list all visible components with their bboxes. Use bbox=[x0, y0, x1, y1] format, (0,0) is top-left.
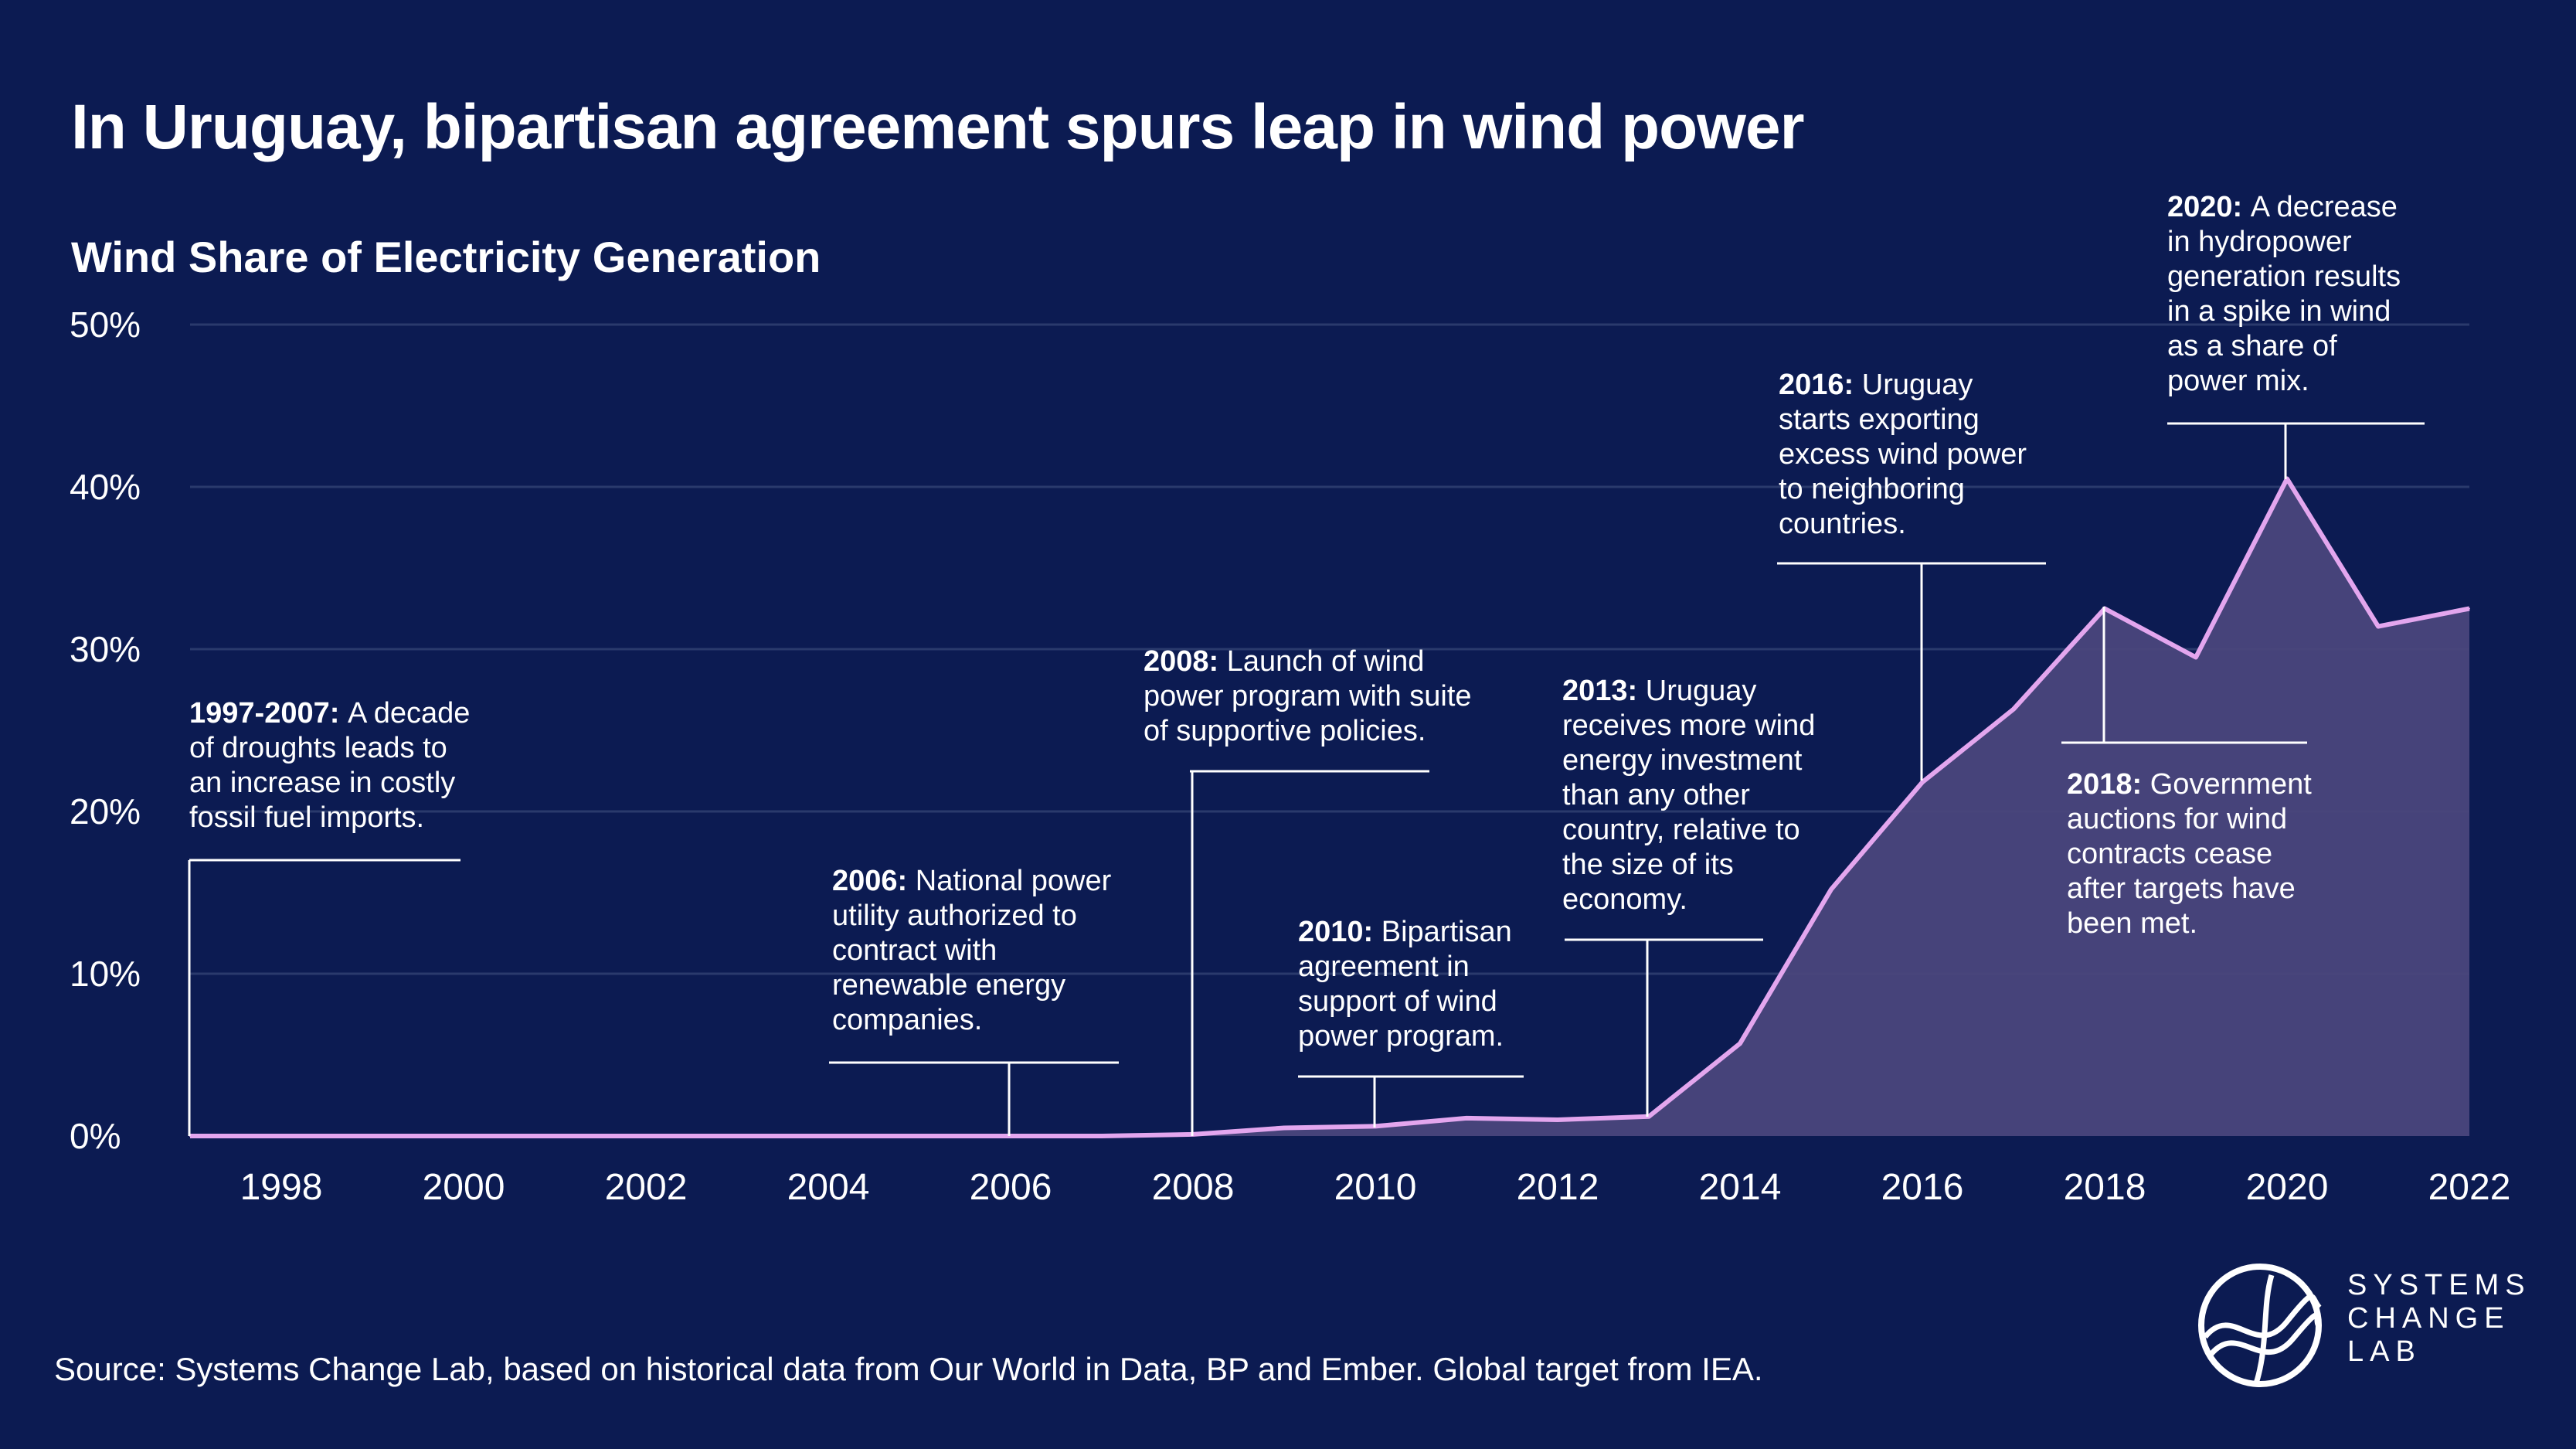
y-tick-label: 50% bbox=[70, 304, 141, 345]
data-point bbox=[280, 1135, 282, 1137]
logo: SYSTEMS CHANGE LAB bbox=[2194, 1260, 2525, 1399]
data-point bbox=[1739, 1043, 1741, 1045]
x-tick-label: 2000 bbox=[423, 1167, 505, 1208]
logo-line: CHANGE bbox=[2347, 1302, 2510, 1335]
annotation-text: 2013: Uruguay receives more wind energy in… bbox=[1562, 675, 1815, 916]
data-point bbox=[554, 1135, 556, 1137]
data-point bbox=[1101, 1135, 1103, 1137]
x-tick-label: 2016 bbox=[1881, 1167, 1964, 1208]
annotation-text: 2006: National power utility authorized t… bbox=[832, 865, 1112, 1036]
data-point bbox=[372, 1135, 373, 1137]
annotation-text: 2010: Bipartisan agreement in support of w… bbox=[1298, 916, 1512, 1053]
chart-subtitle: Wind Share of Electricity Generation bbox=[71, 233, 821, 281]
area-fill bbox=[190, 478, 2469, 1136]
annotation-text: 2018: Government auctions for wind contrac… bbox=[2067, 768, 2312, 940]
data-point bbox=[2377, 625, 2379, 628]
x-tick-label: 2022 bbox=[2428, 1167, 2511, 1208]
series-line bbox=[190, 476, 2470, 1138]
x-tick-label: 2004 bbox=[787, 1167, 870, 1208]
y-tick-label: 0% bbox=[70, 1116, 121, 1156]
x-tick-label: 2008 bbox=[1152, 1167, 1235, 1208]
annotation-text: 1997-2007: A decade of droughts leads to a… bbox=[189, 697, 470, 834]
data-point bbox=[645, 1135, 647, 1137]
data-point bbox=[736, 1135, 738, 1137]
wind-share-area-chart: 0% 10% 20% 30% 40% 50% 1998 2000 2002 2004 2006 200… bbox=[70, 191, 2511, 1208]
y-tick-label: 10% bbox=[70, 954, 141, 994]
y-tick-label: 20% bbox=[70, 791, 141, 832]
logo-text: SYSTEMS CHANGE LAB bbox=[2347, 1269, 2531, 1369]
y-tick-label: 30% bbox=[70, 629, 141, 669]
x-tick-label: 2002 bbox=[605, 1167, 688, 1208]
y-tick-label: 40% bbox=[70, 467, 141, 507]
data-point bbox=[2469, 607, 2470, 610]
data-point bbox=[1557, 1119, 1558, 1121]
x-tick-label: 2006 bbox=[970, 1167, 1052, 1208]
x-tick-label: 2020 bbox=[2246, 1167, 2329, 1208]
logo-line: LAB bbox=[2347, 1335, 2421, 1368]
data-point bbox=[2195, 656, 2197, 658]
logo-line: SYSTEMS bbox=[2347, 1269, 2531, 1301]
data-point bbox=[1830, 888, 1832, 890]
x-tick-label: 2012 bbox=[1517, 1167, 1599, 1208]
data-point bbox=[1466, 1117, 1467, 1119]
data-point bbox=[828, 1135, 829, 1137]
annotation-text: 2020: A decrease in hydropower generation … bbox=[2167, 191, 2401, 397]
x-tick-label: 2018 bbox=[2064, 1167, 2146, 1208]
source-note: Source: Systems Change Lab, based on his… bbox=[54, 1351, 1763, 1387]
chart-title: In Uruguay, bipartisan agreement spurs l… bbox=[71, 92, 1804, 162]
x-tick-label: 2014 bbox=[1699, 1167, 1782, 1208]
data-point bbox=[919, 1135, 920, 1137]
data-point bbox=[463, 1135, 464, 1137]
data-point bbox=[1283, 1127, 1285, 1129]
annotation-text: 2008: Launch of wind power program with s… bbox=[1144, 645, 1472, 747]
x-tick-label: 1998 bbox=[240, 1167, 323, 1208]
x-tick-label: 2010 bbox=[1334, 1167, 1417, 1208]
data-point bbox=[2013, 708, 2014, 710]
systems-change-lab-logo-icon bbox=[2198, 1264, 2322, 1387]
annotation-text: 2016: Uruguay starts exporting excess wind… bbox=[1779, 369, 2027, 540]
data-point bbox=[1922, 781, 1923, 784]
